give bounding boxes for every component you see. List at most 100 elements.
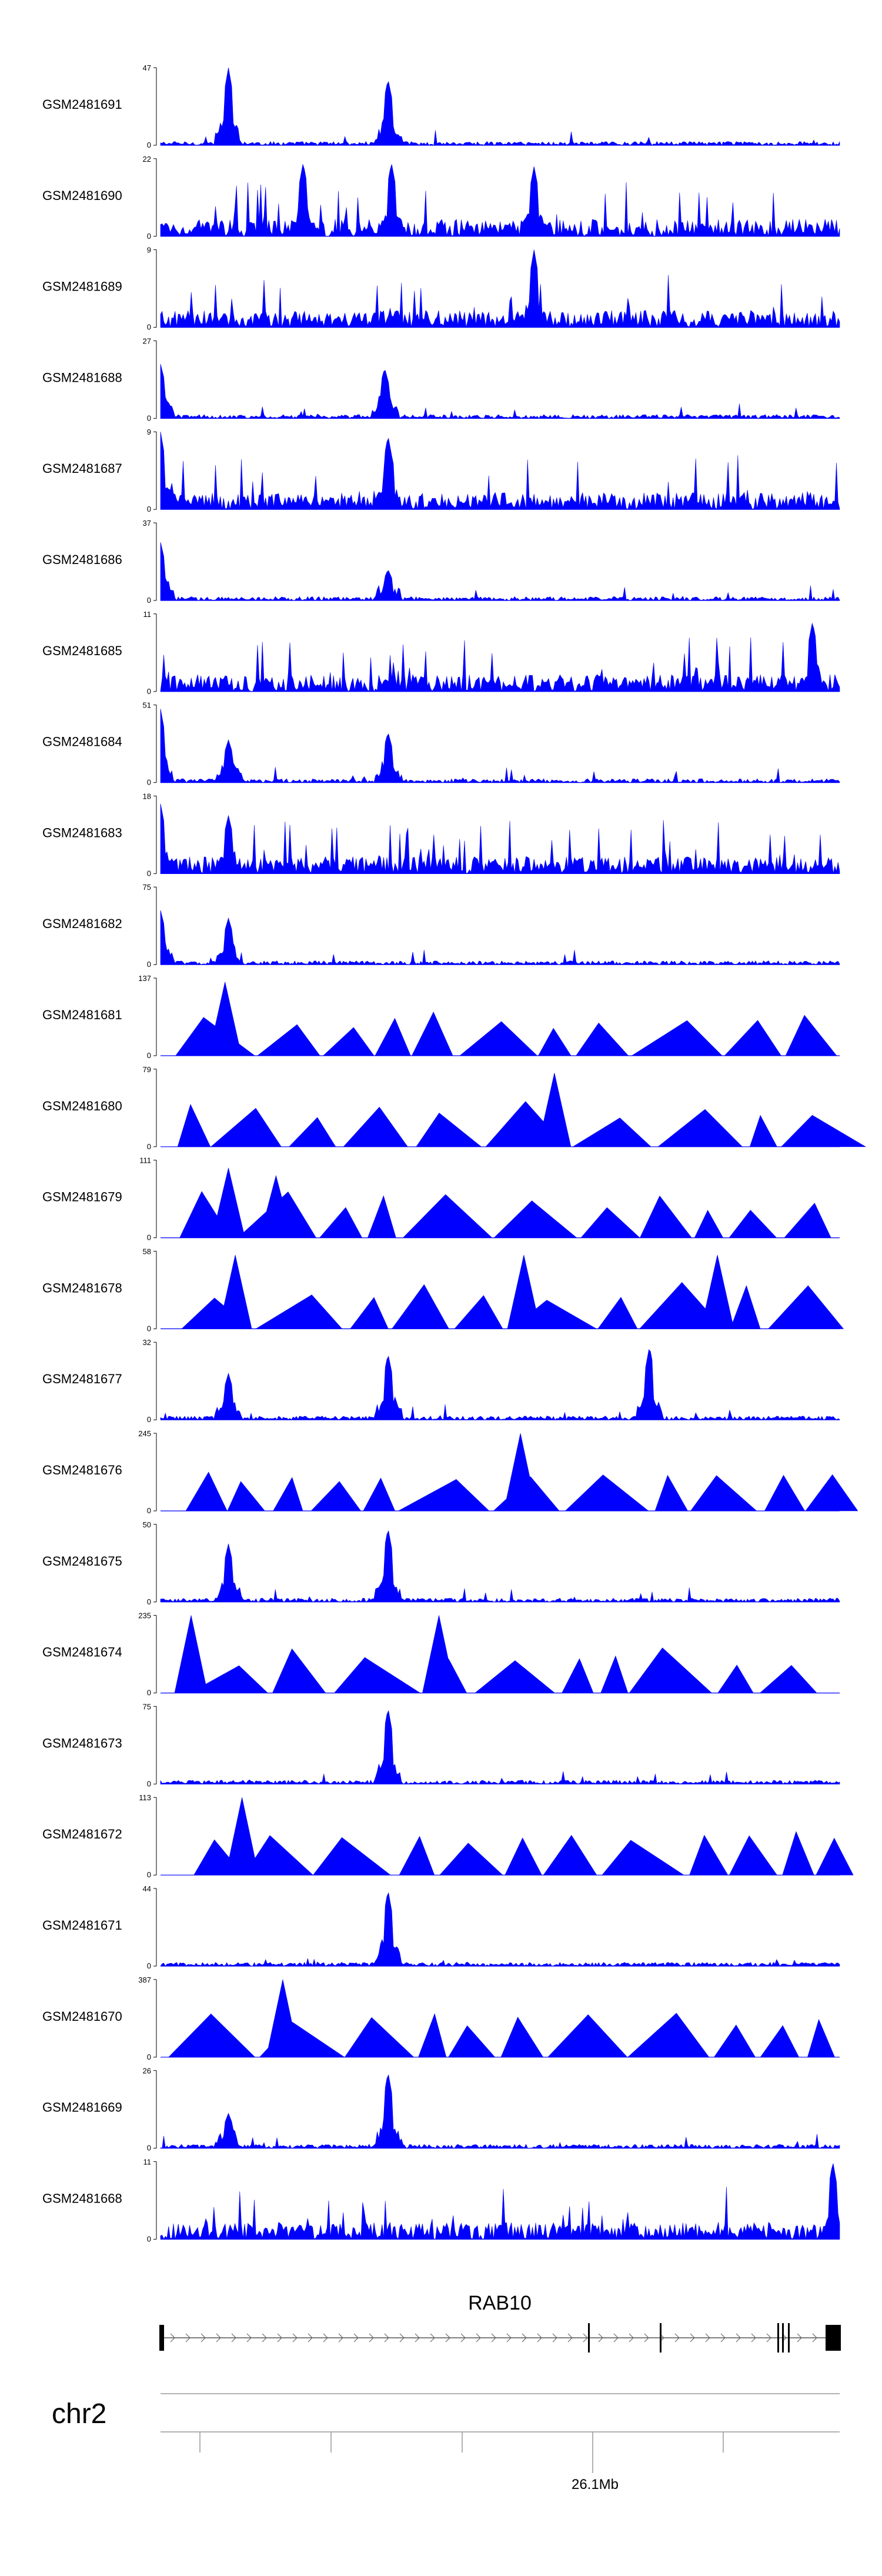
y-max-label: 137 [138,974,151,983]
track-label: GSM2481671 [42,1918,122,1933]
track-label: GSM2481673 [42,1736,122,1750]
coverage-area [179,1167,831,1238]
y-max-label: 11 [143,610,152,619]
strand-arrow [308,2333,313,2343]
y-max-label: 18 [143,792,151,800]
strand-arrow [491,2333,496,2343]
strand-arrow [674,2333,680,2343]
strand-arrow [812,2333,817,2343]
track-label: GSM2481684 [42,735,122,749]
coverage-area [160,709,840,783]
y-max-label: 27 [143,336,151,345]
chromosome-label: chr2 [52,2398,106,2430]
y-max-label: 58 [143,1247,151,1256]
strand-arrow [323,2333,328,2343]
track-label: GSM2481678 [42,1280,122,1295]
exon [588,2323,590,2353]
strand-arrow [292,2333,298,2343]
y-max-label: 245 [138,1429,151,1438]
track-label: GSM2481672 [42,1827,122,1841]
coverage-area [160,249,840,328]
strand-arrow [460,2333,466,2343]
strand-arrow [583,2333,588,2343]
y-min-label: 0 [147,1415,151,1424]
strand-arrow [644,2333,649,2343]
track-GSM2481670: GSM2481670 387 0 [42,1976,840,2061]
y-min-label: 0 [147,323,151,332]
exon [777,2323,779,2353]
y-max-label: 51 [143,701,151,710]
y-min-label: 0 [147,1961,151,1970]
y-max-label: 387 [138,1976,151,1984]
genomic-axis: chr2 26.1Mb [52,2393,840,2492]
track-GSM2481669: GSM2481669 26 0 [42,2067,840,2153]
track-label: GSM2481685 [42,643,122,658]
y-min-label: 0 [147,141,151,149]
coverage-area [160,542,840,601]
track-label: GSM2481676 [42,1463,122,1477]
y-min-label: 0 [147,687,151,696]
coverage-area [177,1073,867,1147]
strand-arrow [766,2333,771,2343]
gene-label: RAB10 [468,2292,532,2314]
coverage-area [160,432,840,510]
y-min-label: 0 [147,2144,151,2153]
track-GSM2481689: GSM2481689 9 0 [42,246,840,332]
y-min-label: 0 [147,596,151,605]
strand-arrow [629,2333,634,2343]
exon [826,2325,841,2351]
strand-arrow [399,2333,405,2343]
track-GSM2481672: GSM2481672 113 0 [42,1793,854,1879]
y-min-label: 0 [147,232,151,241]
track-GSM2481686: GSM2481686 37 0 [42,519,840,605]
strand-arrow [720,2333,726,2343]
y-max-label: 11 [143,2157,152,2166]
y-max-label: 9 [147,246,151,255]
coverage-area [160,363,840,419]
y-min-label: 0 [147,1142,151,1151]
coverage-area [160,1530,840,1603]
strand-arrow [690,2333,695,2343]
strand-arrow [522,2333,527,2343]
track-GSM2481683: GSM2481683 18 0 [42,792,840,877]
y-min-label: 0 [147,778,151,787]
strand-arrow [430,2333,435,2343]
track-GSM2481688: GSM2481688 27 0 [42,336,840,422]
y-min-label: 0 [147,1597,151,1606]
y-max-label: 26 [143,2067,151,2076]
track-GSM2481668: GSM2481668 11 0 [42,2157,840,2243]
track-GSM2481685: GSM2481685 11 0 [42,610,840,696]
track-GSM2481675: GSM2481675 50 0 [42,1520,840,1606]
strand-arrow [338,2333,343,2343]
track-label: GSM2481679 [42,1190,122,1204]
strand-arrow [415,2333,420,2343]
y-max-label: 75 [143,1702,151,1711]
y-max-label: 37 [143,519,151,528]
track-GSM2481680: GSM2481680 79 0 [42,1065,867,1151]
y-max-label: 50 [143,1520,151,1529]
strand-arrow [445,2333,450,2343]
y-min-label: 0 [147,1233,151,1242]
y-min-label: 0 [147,1506,151,1515]
y-min-label: 0 [147,413,151,422]
y-min-label: 0 [147,1689,151,1697]
y-min-label: 0 [147,505,151,513]
exon [159,2325,164,2351]
axis-lines [161,2393,840,2473]
track-label: GSM2481681 [42,1007,122,1022]
y-max-label: 79 [143,1065,151,1074]
track-label: GSM2481687 [42,461,122,476]
track-GSM2481674: GSM2481674 235 0 [42,1611,840,1697]
coverage-tracks: GSM2481691470GSM2481690220GSM248168990GS… [42,64,867,2243]
strand-arrow [216,2333,221,2343]
coverage-area [160,2074,840,2149]
y-min-label: 0 [147,1779,151,1788]
strand-arrow [277,2333,282,2343]
y-max-label: 235 [138,1611,151,1620]
track-GSM2481682: GSM2481682 75 0 [42,883,840,969]
y-max-label: 9 [147,428,151,436]
track-label: GSM2481690 [42,188,122,203]
coverage-area [181,1254,844,1329]
y-max-label: 22 [143,155,151,163]
